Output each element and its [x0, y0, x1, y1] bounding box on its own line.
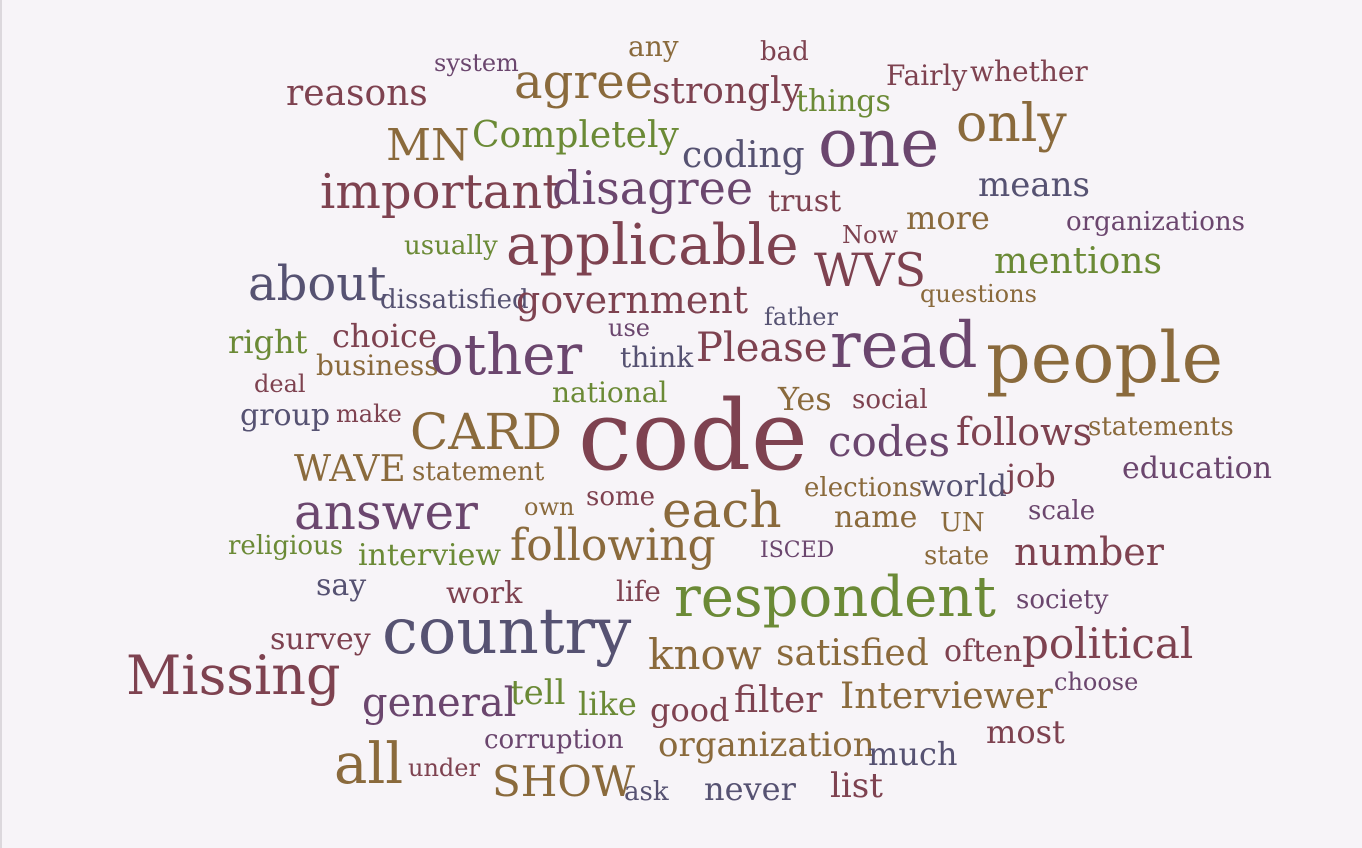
word-codes: codes — [828, 417, 951, 466]
word-number: number — [1014, 530, 1164, 574]
word-more: more — [906, 199, 990, 237]
word-deal: deal — [254, 370, 306, 398]
word-respondent: respondent — [674, 565, 996, 630]
word-each: each — [662, 481, 782, 539]
word-yes: Yes — [778, 380, 832, 418]
word-own: own — [524, 493, 575, 521]
word-think: think — [620, 341, 694, 374]
word-about: about — [248, 256, 387, 312]
word-interviewer: Interviewer — [840, 676, 1053, 717]
word-agree: agree — [514, 54, 654, 110]
word-choose: choose — [1054, 668, 1139, 696]
word-use: use — [608, 314, 650, 342]
word-un: UN — [940, 508, 985, 538]
word-satisfied: satisfied — [776, 633, 929, 674]
word-isced: ISCED — [760, 538, 835, 563]
word-tell: tell — [510, 673, 566, 713]
word-scale: scale — [1028, 496, 1096, 526]
word-work: work — [446, 576, 523, 611]
word-corruption: corruption — [484, 725, 624, 755]
word-say: say — [316, 568, 367, 603]
word-like: like — [578, 685, 637, 723]
word-coding: coding — [682, 135, 805, 176]
word-right: right — [228, 323, 308, 361]
word-never: never — [704, 770, 796, 808]
word-dissatisfied: dissatisfied — [380, 285, 529, 315]
word-disagree: disagree — [552, 161, 754, 215]
word-most: most — [986, 713, 1065, 751]
word-statements: statements — [1088, 412, 1234, 442]
word-religious: religious — [228, 531, 344, 561]
word-code: code — [578, 380, 808, 492]
word-often: often — [944, 634, 1023, 669]
word-filter: filter — [734, 680, 823, 721]
word-show: SHOW — [492, 757, 636, 806]
word-things: things — [796, 84, 891, 119]
word-job: job — [1006, 457, 1056, 495]
word-all: all — [334, 732, 404, 797]
word-organizations: organizations — [1066, 207, 1245, 237]
word-political: political — [1022, 619, 1194, 668]
word-elections: elections — [804, 473, 923, 503]
word-questions: questions — [920, 280, 1037, 308]
word-mn: MN — [386, 120, 470, 171]
word-business: business — [316, 349, 439, 382]
word-bad: bad — [760, 37, 809, 67]
word-please: Please — [696, 325, 828, 371]
word-survey: survey — [270, 622, 371, 657]
word-state: state — [924, 541, 990, 571]
word-education: education — [1122, 451, 1272, 486]
word-name: name — [834, 500, 918, 535]
word-answer: answer — [294, 483, 478, 541]
word-under: under — [408, 754, 480, 782]
word-applicable: applicable — [506, 213, 799, 278]
word-whether: whether — [970, 55, 1088, 88]
word-wave: WAVE — [294, 449, 406, 490]
word-society: society — [1016, 585, 1109, 615]
word-mentions: mentions — [994, 241, 1162, 282]
word-ask: ask — [624, 777, 669, 807]
word-much: much — [868, 735, 958, 773]
word-missing: Missing — [126, 644, 341, 707]
word-world: world — [920, 469, 1007, 504]
word-government: government — [516, 278, 749, 322]
word-following: following — [510, 520, 716, 571]
word-system: system — [434, 49, 519, 77]
word-interview: interview — [358, 538, 502, 573]
word-other: other — [430, 323, 583, 388]
word-father: father — [764, 303, 838, 331]
word-read: read — [830, 309, 978, 383]
word-organization: organization — [658, 725, 875, 765]
word-people: people — [986, 317, 1224, 399]
word-completely: Completely — [472, 115, 679, 156]
word-statement: statement — [412, 457, 545, 487]
word-one: one — [818, 105, 940, 182]
word-list: list — [830, 766, 883, 806]
word-only: only — [956, 94, 1067, 154]
word-strongly: strongly — [652, 71, 802, 112]
word-choice: choice — [332, 317, 437, 355]
word-group: group — [240, 398, 331, 433]
word-any: any — [628, 30, 679, 63]
word-national: national — [552, 376, 668, 409]
word-now: Now — [842, 221, 898, 249]
word-follows: follows — [956, 410, 1093, 454]
word-card: CARD — [410, 403, 563, 461]
word-country: country — [382, 595, 632, 669]
word-life: life — [616, 575, 661, 608]
word-reasons: reasons — [286, 73, 428, 114]
word-make: make — [336, 400, 402, 428]
word-social: social — [852, 385, 928, 415]
word-trust: trust — [768, 184, 842, 219]
word-fairly: Fairly — [886, 59, 968, 92]
word-usually: usually — [404, 231, 498, 261]
word-wvs: WVS — [814, 243, 927, 297]
word-means: means — [978, 165, 1090, 205]
word-general: general — [362, 680, 517, 726]
word-important: important — [320, 164, 562, 220]
word-know: know — [648, 630, 762, 679]
word-some: some — [586, 482, 656, 512]
word-good: good — [650, 691, 730, 729]
